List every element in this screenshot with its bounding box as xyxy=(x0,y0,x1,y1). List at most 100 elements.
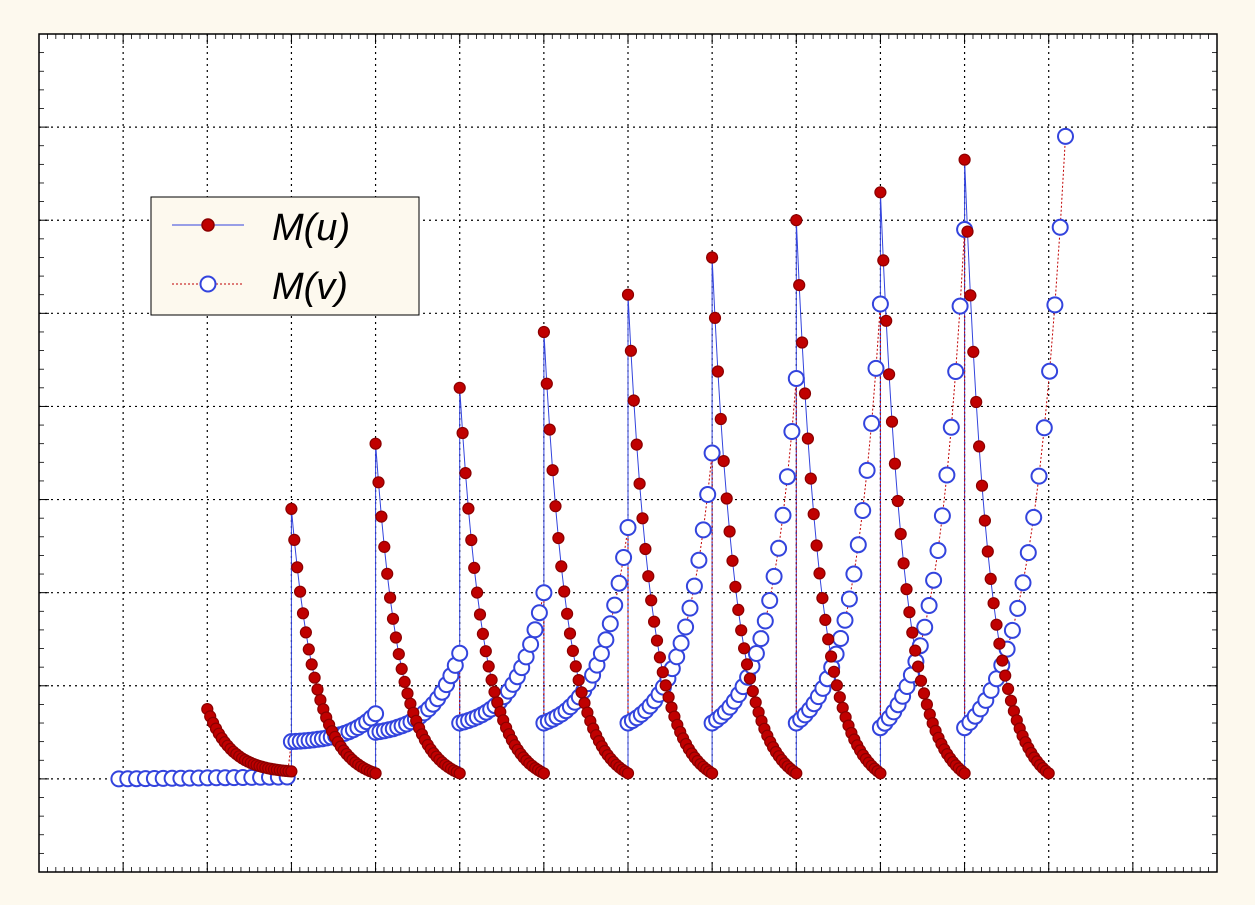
data-point-u xyxy=(717,455,730,468)
data-point-u xyxy=(749,696,762,709)
data-point-u xyxy=(810,539,823,552)
data-point-u xyxy=(984,572,997,586)
data-point-v xyxy=(1041,362,1059,380)
data-point-u xyxy=(970,395,983,409)
data-point-u xyxy=(311,683,324,696)
data-point-u xyxy=(285,502,298,515)
axis-ticks xyxy=(38,33,1218,873)
data-point-v xyxy=(703,444,721,462)
data-point-u xyxy=(479,645,492,658)
data-point-u xyxy=(471,586,484,599)
data-point-u xyxy=(790,767,803,780)
data-point-u xyxy=(880,314,893,327)
data-point-u xyxy=(378,540,391,554)
data-point-u xyxy=(735,624,748,637)
data-point-v xyxy=(849,536,867,554)
data-point-u xyxy=(294,585,307,598)
data-point-u xyxy=(299,626,312,639)
data-point-u xyxy=(801,432,815,445)
data-point-u xyxy=(816,591,829,605)
data-point-v xyxy=(1003,621,1021,639)
data-point-u xyxy=(874,186,887,199)
data-point-v xyxy=(854,502,872,519)
data-point-u xyxy=(624,344,638,357)
data-point-u xyxy=(900,583,913,596)
data-point-v xyxy=(699,486,717,503)
data-point-u xyxy=(305,658,318,671)
data-point-u xyxy=(453,381,466,394)
data-point-u xyxy=(636,512,649,525)
data-point-v xyxy=(787,370,805,387)
data-point-v xyxy=(1019,544,1037,562)
data-point-u xyxy=(473,608,487,621)
data-point-v xyxy=(774,506,792,524)
data-point-u xyxy=(920,698,934,711)
data-point-u xyxy=(552,531,565,545)
data-point-u xyxy=(456,426,469,440)
data-point-u xyxy=(465,533,478,547)
data-point-v xyxy=(929,542,947,559)
data-point-u xyxy=(386,612,400,625)
data-point-u xyxy=(975,479,989,492)
data-point-v xyxy=(942,418,960,436)
data-point-u xyxy=(537,767,551,780)
data-point-u xyxy=(958,153,971,166)
data-point-u xyxy=(639,542,652,556)
data-point-u xyxy=(546,464,559,477)
data-point-u xyxy=(827,665,841,678)
data-point-v xyxy=(1057,127,1074,145)
data-point-u xyxy=(650,634,664,647)
data-point-v xyxy=(610,574,628,592)
data-point-u xyxy=(705,767,719,780)
data-point-u xyxy=(1042,767,1055,780)
data-point-v xyxy=(1046,296,1064,314)
data-point-u xyxy=(555,560,568,573)
data-point-v xyxy=(619,519,637,536)
data-point-u xyxy=(897,557,910,570)
data-point-u xyxy=(958,767,971,780)
data-point-v xyxy=(535,584,553,602)
data-point-u xyxy=(714,412,727,426)
data-point-u xyxy=(459,467,472,480)
data-point-v xyxy=(925,571,943,589)
data-point-v xyxy=(694,521,712,539)
data-point-u xyxy=(575,686,588,699)
data-point-u xyxy=(996,654,1009,667)
data-point-u xyxy=(888,457,902,470)
data-point-u xyxy=(537,325,551,339)
data-point-u xyxy=(807,507,820,521)
data-point-u xyxy=(291,561,304,574)
data-point-v xyxy=(778,468,796,486)
data-point-u xyxy=(795,336,809,349)
data-point-v xyxy=(845,565,863,583)
data-point-u xyxy=(877,254,890,267)
data-point-u xyxy=(822,633,835,646)
data-point-v xyxy=(836,611,854,629)
data-point-v xyxy=(765,567,783,585)
plot-frame xyxy=(38,33,1218,873)
series-markers xyxy=(110,127,1074,788)
data-point-u xyxy=(978,514,992,527)
data-point-v xyxy=(526,621,544,639)
data-point-v xyxy=(685,577,703,595)
data-point-u xyxy=(914,674,928,687)
data-point-u xyxy=(621,767,635,780)
data-point-u xyxy=(482,660,495,673)
data-point-u xyxy=(906,626,919,639)
data-point-u xyxy=(705,251,719,264)
data-point-u xyxy=(398,675,411,689)
data-point-u xyxy=(488,685,501,699)
data-point-u xyxy=(723,525,736,538)
data-point-u xyxy=(401,687,414,700)
data-point-v xyxy=(951,297,969,315)
data-point-v xyxy=(832,630,850,647)
data-point-v xyxy=(947,363,965,380)
data-point-u xyxy=(653,651,667,664)
legend: M(u) M(v) xyxy=(150,196,420,316)
data-point-u xyxy=(308,671,321,684)
data-point-u xyxy=(384,591,397,604)
data-point-u xyxy=(790,214,803,227)
data-point-u xyxy=(375,510,388,523)
data-point-u xyxy=(732,603,745,617)
